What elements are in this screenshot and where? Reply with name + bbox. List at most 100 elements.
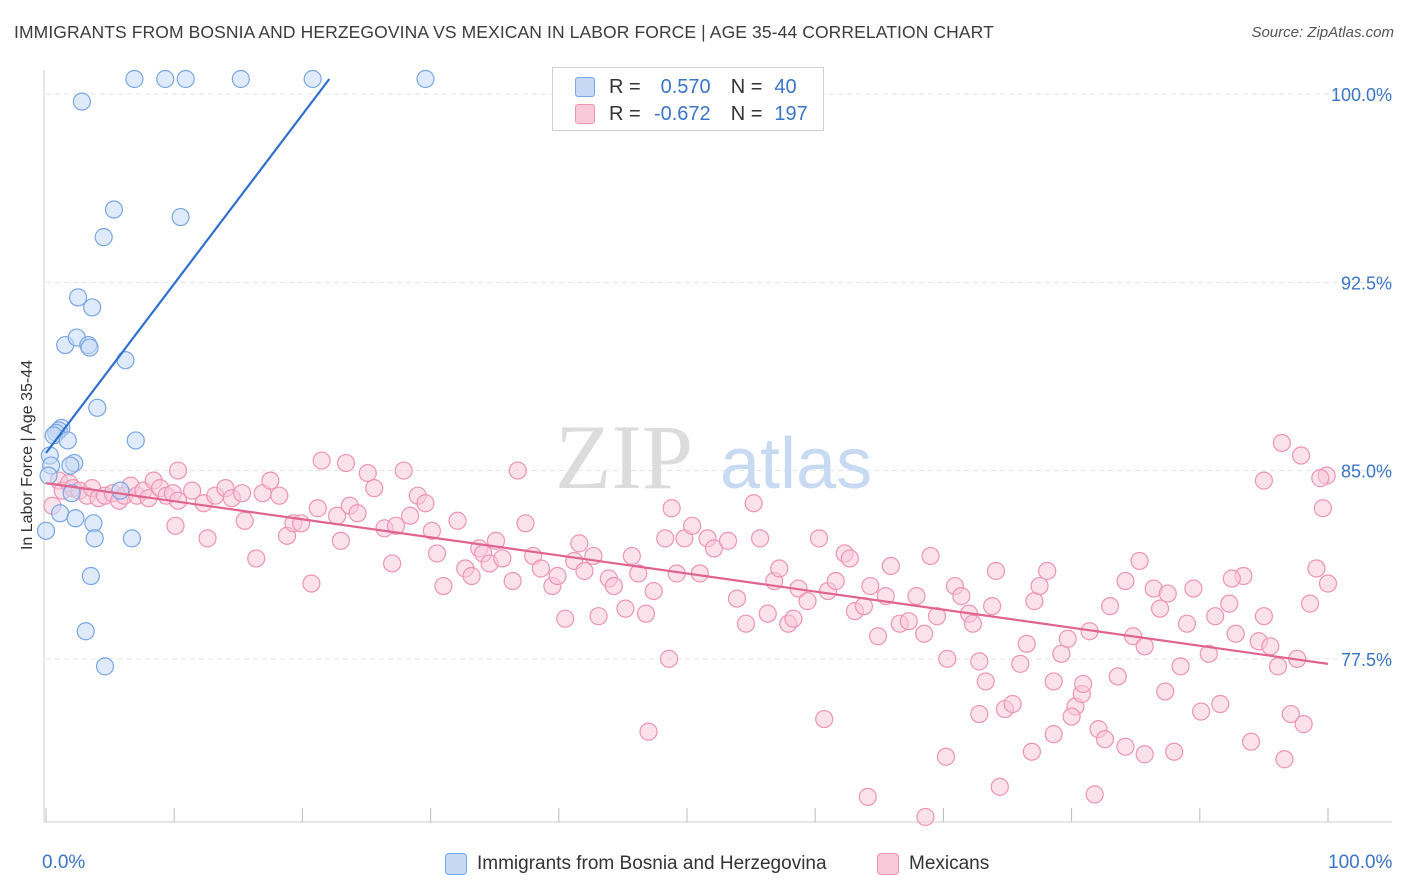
watermark-zip: ZIP: [555, 406, 693, 508]
point-mexican-85: [636, 604, 656, 623]
legend-n-label: N =: [730, 102, 763, 125]
point-mexican-174: [1281, 704, 1300, 724]
watermark-atlas: atlas: [720, 424, 872, 504]
point-mexican-142: [1058, 629, 1077, 648]
legend-n-label: N =: [730, 75, 763, 98]
x-tick-label-min: 0.0%: [42, 852, 86, 873]
series-legend-label-mexicans: Mexicans: [909, 853, 990, 874]
point-bosnia-17: [88, 398, 107, 417]
series-mexicans: [43, 433, 1338, 827]
point-bosnia-36: [36, 521, 56, 540]
point-mexican-104: [784, 609, 803, 628]
point-mexican-52: [394, 461, 413, 480]
point-mexican-39: [302, 574, 321, 593]
point-bosnia-7: [104, 200, 124, 219]
point-mexican-178: [1307, 559, 1326, 578]
point-mexican-197: [936, 747, 956, 766]
point-mexican-71: [531, 559, 550, 578]
point-bosnia-15: [80, 338, 99, 357]
point-mexican-163: [1206, 607, 1225, 626]
point-mexican-82: [616, 599, 635, 618]
series-legend-bosnia: Immigrants from Bosnia and Herzegovina: [445, 850, 827, 878]
point-mexican-170: [1254, 607, 1274, 626]
point-mexican-107: [809, 529, 829, 548]
point-mexican-44: [336, 453, 356, 473]
point-bosnia-31: [51, 504, 70, 523]
legend-r-value-mexicans: -0.672: [653, 102, 711, 125]
point-mexican-155: [1150, 599, 1170, 618]
point-mexican-176: [1294, 715, 1313, 734]
point-mexican-41: [312, 451, 331, 470]
point-mexican-147: [1095, 730, 1115, 749]
point-bosnia-38: [76, 622, 95, 641]
point-mexican-95: [718, 531, 738, 550]
x-tick-label-max: 100.0%: [1328, 852, 1393, 873]
point-mexican-121: [915, 624, 934, 643]
legend-row-mexicans: R = -0.672 N = 197: [553, 101, 808, 127]
point-mexican-135: [1011, 654, 1030, 673]
point-bosnia-1: [156, 69, 175, 89]
point-mexican-141: [1052, 644, 1071, 663]
point-mexican-181: [1311, 469, 1330, 488]
point-mexican-134: [1003, 694, 1022, 714]
point-bosnia-23: [126, 431, 145, 450]
point-mexican-193: [1044, 725, 1063, 744]
point-bosnia-6: [72, 92, 91, 111]
trendline-mexican: [45, 482, 1329, 665]
point-mexican-191: [1074, 674, 1093, 694]
point-bosnia-0: [125, 69, 144, 89]
point-mexican-84: [629, 564, 648, 583]
point-mexican-156: [1158, 584, 1177, 603]
point-bosnia-5: [416, 69, 435, 89]
point-bosnia-2: [176, 69, 195, 89]
series-legend-swatch-mexicans: [877, 853, 899, 875]
point-mexican-88: [662, 499, 681, 518]
point-mexican-73: [548, 566, 567, 586]
point-mexican-58: [434, 576, 453, 596]
point-mexican-172: [1268, 657, 1288, 676]
point-bosnia-30: [111, 481, 130, 500]
watermark: ZIP atlas: [555, 406, 872, 508]
point-mexican-168: [1241, 732, 1261, 751]
point-mexican-184: [1291, 446, 1311, 465]
point-mexican-47: [358, 463, 377, 483]
point-bosnia-29: [62, 484, 81, 503]
point-mexican-122: [921, 546, 940, 566]
point-mexican-198: [815, 709, 834, 729]
gridlines: [46, 93, 1392, 660]
point-mexican-106: [798, 592, 817, 611]
point-bosnia-37: [81, 566, 100, 586]
correlation-legend: R = 0.570 N = 40 R = -0.672 N = 197: [552, 67, 824, 131]
point-mexican-96: [727, 589, 747, 608]
legend-row-bosnia: R = 0.570 N = 40: [553, 74, 797, 100]
y-tick-label-3: 77.5%: [1341, 650, 1392, 670]
legend-swatch-mexicans: [575, 104, 595, 124]
point-bosnia-3: [231, 69, 250, 89]
point-mexican-140: [1044, 672, 1063, 691]
point-mexican-187: [1156, 682, 1175, 701]
point-mexican-160: [1184, 579, 1203, 598]
series-bosnia: [36, 69, 435, 676]
point-mexican-114: [861, 576, 880, 596]
point-mexican-94: [704, 539, 724, 558]
point-mexican-183: [1272, 433, 1291, 453]
point-mexican-50: [383, 554, 402, 573]
point-mexican-158: [1171, 657, 1190, 676]
point-mexican-132: [986, 561, 1006, 581]
point-bosnia-11: [83, 298, 102, 317]
point-mexican-51: [386, 516, 406, 535]
point-bosnia-28: [39, 466, 58, 485]
point-mexican-40: [308, 499, 327, 518]
point-mexican-23: [168, 461, 188, 480]
point-mexican-46: [348, 504, 367, 523]
point-mexican-164: [1211, 694, 1230, 714]
point-mexican-186: [1222, 569, 1241, 588]
point-mexican-98: [744, 494, 763, 513]
point-mexican-159: [1177, 614, 1197, 633]
y-tick-label-1: 92.5%: [1341, 273, 1392, 293]
point-mexican-120: [907, 586, 926, 606]
y-tick-label-0: 100.0%: [1331, 85, 1392, 105]
point-mexican-150: [1116, 571, 1135, 591]
point-mexican-131: [983, 597, 1002, 616]
point-bosnia-22: [58, 431, 77, 450]
